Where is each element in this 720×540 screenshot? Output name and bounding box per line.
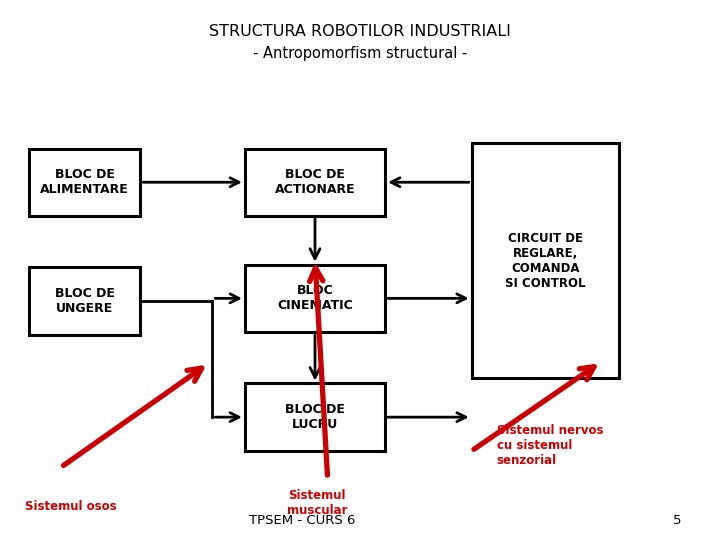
Text: - Antropomorfism structural -: - Antropomorfism structural - bbox=[253, 46, 467, 61]
Text: BLOC DE
ALIMENTARE: BLOC DE ALIMENTARE bbox=[40, 168, 129, 196]
FancyBboxPatch shape bbox=[29, 148, 140, 216]
Text: BLOC DE
LUCRU: BLOC DE LUCRU bbox=[285, 403, 345, 431]
Text: BLOC DE
ACTIONARE: BLOC DE ACTIONARE bbox=[275, 168, 355, 196]
Text: STRUCTURA ROBOTILOR INDUSTRIALI: STRUCTURA ROBOTILOR INDUSTRIALI bbox=[209, 24, 511, 39]
Text: Sistemul
muscular: Sistemul muscular bbox=[287, 489, 347, 517]
FancyBboxPatch shape bbox=[245, 148, 385, 216]
Text: Sistemul osos: Sistemul osos bbox=[25, 500, 117, 512]
Text: CIRCUIT DE
REGLARE,
COMANDA
SI CONTROL: CIRCUIT DE REGLARE, COMANDA SI CONTROL bbox=[505, 232, 585, 289]
Text: BLOC
CINEMATIC: BLOC CINEMATIC bbox=[277, 285, 353, 312]
Text: 5: 5 bbox=[672, 514, 681, 526]
FancyBboxPatch shape bbox=[472, 143, 619, 378]
Text: BLOC DE
UNGERE: BLOC DE UNGERE bbox=[55, 287, 114, 315]
FancyBboxPatch shape bbox=[245, 383, 385, 451]
FancyBboxPatch shape bbox=[29, 267, 140, 335]
Text: TPSEM - CURS 6: TPSEM - CURS 6 bbox=[249, 514, 356, 526]
FancyBboxPatch shape bbox=[245, 265, 385, 332]
Text: Sistemul nervos
cu sistemul
senzorial: Sistemul nervos cu sistemul senzorial bbox=[497, 424, 603, 467]
